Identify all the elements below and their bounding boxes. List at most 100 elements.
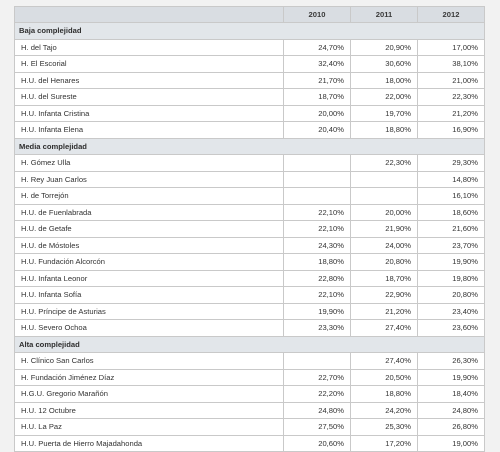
table-row: H.U. del Sureste 18,70% 22,00% 22,30%: [14, 88, 485, 106]
hospital-name-cell: H.U. del Sureste: [14, 88, 284, 106]
value-cell-2010: 22,80%: [283, 269, 351, 287]
table-row: H. del Tajo 24,70% 20,90% 17,00%: [14, 38, 485, 56]
column-header-2012: 2012: [417, 6, 485, 23]
table-row: H.G.U. Gregorio Marañón 22,20% 18,80% 18,40…: [14, 385, 485, 403]
value-cell-2012: 29,30%: [417, 154, 485, 172]
value-cell-2010: [283, 352, 351, 370]
data-table-container: 2010 2011 2012 Baja complejidad H. del Ta…: [14, 6, 485, 452]
table-row: H. Gómez Ulla 22,30% 29,30%: [14, 154, 485, 172]
value-cell-2010: 24,70%: [283, 38, 351, 56]
table-header: 2010 2011 2012: [14, 6, 485, 23]
hospital-name-cell: H.U. Puerta de Hierro Majadahonda: [14, 434, 284, 452]
table-row: H.U. Fundación Alcorcón 18,80% 20,80% 19,90…: [14, 253, 485, 271]
value-cell-2010: 22,10%: [283, 220, 351, 238]
value-cell-2012: 16,10%: [417, 187, 485, 205]
value-cell-2012: 18,60%: [417, 203, 485, 221]
hospital-name-cell: H.U. Severo Ochoa: [14, 319, 284, 337]
value-cell-2012: 22,30%: [417, 88, 485, 106]
value-cell-2011: 22,30%: [350, 154, 418, 172]
value-cell-2011: 18,00%: [350, 71, 418, 89]
hospital-name-cell: H.U. de Fuenlabrada: [14, 203, 284, 221]
hospital-name-cell: H. Fundación Jiménez Díaz: [14, 368, 284, 386]
value-cell-2010: 19,90%: [283, 302, 351, 320]
value-cell-2012: 21,60%: [417, 220, 485, 238]
value-cell-2011: 21,90%: [350, 220, 418, 238]
value-cell-2012: 16,90%: [417, 121, 485, 139]
value-cell-2010: 20,00%: [283, 104, 351, 122]
value-cell-2010: 27,50%: [283, 418, 351, 436]
value-cell-2012: 38,10%: [417, 55, 485, 73]
value-cell-2010: 24,80%: [283, 401, 351, 419]
value-cell-2012: 19,90%: [417, 368, 485, 386]
value-cell-2011: 17,20%: [350, 434, 418, 452]
table-row: H.U. Infanta Sofía 22,10% 22,90% 20,80%: [14, 286, 485, 304]
value-cell-2010: 32,40%: [283, 55, 351, 73]
hospital-name-cell: H.U. Príncipe de Asturias: [14, 302, 284, 320]
hospital-name-cell: H.U. del Henares: [14, 71, 284, 89]
hospital-name-cell: H.U. Infanta Leonor: [14, 269, 284, 287]
value-cell-2012: 18,40%: [417, 385, 485, 403]
value-cell-2011: 19,70%: [350, 104, 418, 122]
value-cell-2010: 24,30%: [283, 236, 351, 254]
table-row: H.U. de Getafe 22,10% 21,90% 21,60%: [14, 220, 485, 238]
value-cell-2011: 25,30%: [350, 418, 418, 436]
value-cell-2012: 21,20%: [417, 104, 485, 122]
value-cell-2011: 22,00%: [350, 88, 418, 106]
value-cell-2011: 18,70%: [350, 269, 418, 287]
hospital-name-cell: H. del Tajo: [14, 38, 284, 56]
value-cell-2011: 20,90%: [350, 38, 418, 56]
value-cell-2011: 20,50%: [350, 368, 418, 386]
section-header-row: Media complejidad: [14, 137, 485, 155]
table-row: H.U. Severo Ochoa 23,30% 27,40% 23,60%: [14, 319, 485, 337]
section-title: Media complejidad: [14, 137, 485, 155]
value-cell-2010: 22,20%: [283, 385, 351, 403]
table-row: H.U. Puerta de Hierro Majadahonda 20,60% 1…: [14, 434, 485, 452]
table-row: H.U. La Paz 27,50% 25,30% 26,80%: [14, 418, 485, 436]
value-cell-2011: 24,00%: [350, 236, 418, 254]
hospital-name-cell: H.U. Infanta Cristina: [14, 104, 284, 122]
hospital-name-cell: H.U. La Paz: [14, 418, 284, 436]
hospital-name-cell: H.U. 12 Octubre: [14, 401, 284, 419]
value-cell-2011: [350, 170, 418, 188]
value-cell-2011: 30,60%: [350, 55, 418, 73]
column-header-2010: 2010: [283, 6, 351, 23]
value-cell-2011: 18,80%: [350, 385, 418, 403]
value-cell-2010: 18,70%: [283, 88, 351, 106]
value-cell-2011: 24,20%: [350, 401, 418, 419]
value-cell-2012: 21,00%: [417, 71, 485, 89]
value-cell-2011: 18,80%: [350, 121, 418, 139]
value-cell-2011: [350, 187, 418, 205]
hospital-name-cell: H.U. Fundación Alcorcón: [14, 253, 284, 271]
value-cell-2011: 27,40%: [350, 352, 418, 370]
value-cell-2012: 19,80%: [417, 269, 485, 287]
value-cell-2011: 27,40%: [350, 319, 418, 337]
value-cell-2011: 22,90%: [350, 286, 418, 304]
hospital-name-cell: H.U. de Getafe: [14, 220, 284, 238]
value-cell-2012: 23,60%: [417, 319, 485, 337]
value-cell-2010: [283, 170, 351, 188]
value-cell-2010: 22,10%: [283, 203, 351, 221]
value-cell-2011: 21,20%: [350, 302, 418, 320]
table-row: H. Fundación Jiménez Díaz 22,70% 20,50% 19,…: [14, 368, 485, 386]
hospital-name-cell: H. Gómez Ulla: [14, 154, 284, 172]
value-cell-2011: 20,00%: [350, 203, 418, 221]
table-row: H. de Torrejón 16,10%: [14, 187, 485, 205]
value-cell-2010: [283, 187, 351, 205]
value-cell-2010: 20,40%: [283, 121, 351, 139]
value-cell-2012: 26,80%: [417, 418, 485, 436]
value-cell-2012: 24,80%: [417, 401, 485, 419]
value-cell-2010: 20,60%: [283, 434, 351, 452]
data-table: 2010 2011 2012 Baja complejidad H. del Ta…: [14, 6, 485, 452]
table-row: H.U. de Fuenlabrada 22,10% 20,00% 18,60%: [14, 203, 485, 221]
table-row: H.U. de Móstoles 24,30% 24,00% 23,70%: [14, 236, 485, 254]
table-row: H. El Escorial 32,40% 30,60% 38,10%: [14, 55, 485, 73]
value-cell-2012: 14,80%: [417, 170, 485, 188]
value-cell-2012: 19,90%: [417, 253, 485, 271]
section-title: Alta complejidad: [14, 335, 485, 353]
section-title: Baja complejidad: [14, 22, 485, 40]
value-cell-2012: 17,00%: [417, 38, 485, 56]
hospital-name-cell: H. Clínico San Carlos: [14, 352, 284, 370]
table-row: H.U. 12 Octubre 24,80% 24,20% 24,80%: [14, 401, 485, 419]
value-cell-2012: 19,00%: [417, 434, 485, 452]
value-cell-2010: 21,70%: [283, 71, 351, 89]
